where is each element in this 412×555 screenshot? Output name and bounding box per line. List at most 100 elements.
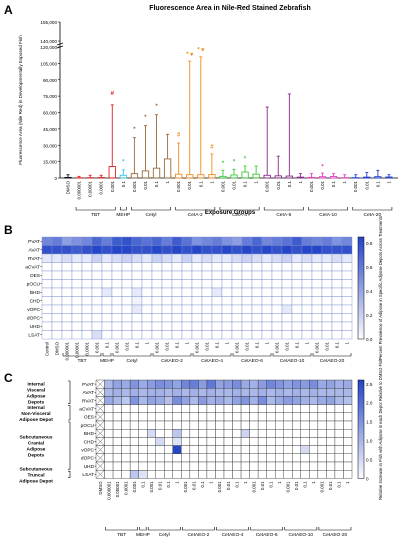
heatmap-cell bbox=[342, 280, 352, 289]
heatmap-cell bbox=[318, 429, 327, 437]
heatmap-cell bbox=[232, 280, 242, 289]
bar bbox=[386, 177, 392, 178]
row-label: BHD bbox=[84, 431, 95, 437]
col-label: 0.1 bbox=[337, 481, 342, 488]
colorbar-segment bbox=[358, 293, 364, 296]
heatmap-cell bbox=[232, 254, 242, 263]
heatmap-cell bbox=[162, 297, 172, 306]
heatmap-cell bbox=[242, 331, 252, 340]
group-bracket bbox=[216, 527, 248, 530]
heatmap-cell bbox=[272, 297, 282, 306]
colorbar-segment bbox=[358, 412, 364, 415]
significance-marker: * bbox=[155, 104, 158, 110]
heatmap-cell bbox=[164, 470, 173, 478]
heatmap-cell bbox=[122, 263, 132, 272]
heatmap-cell bbox=[302, 254, 312, 263]
heatmap-cell bbox=[52, 305, 62, 314]
heatmap-cell bbox=[139, 380, 148, 388]
heatmap-cell bbox=[233, 470, 242, 478]
heatmap-cell bbox=[82, 305, 92, 314]
heatmap-cell bbox=[335, 470, 344, 478]
group-label: TBT bbox=[91, 212, 100, 218]
colorbar-segment bbox=[358, 439, 364, 442]
significance-marker: # bbox=[210, 145, 214, 151]
heatmap-cell bbox=[156, 462, 165, 470]
heatmap-cell bbox=[302, 314, 312, 323]
heatmap-cell bbox=[322, 331, 332, 340]
heatmap-cell bbox=[252, 246, 262, 255]
significance-marker: * bbox=[321, 164, 324, 170]
heatmap-cell bbox=[52, 246, 62, 255]
heatmap-cell bbox=[198, 470, 207, 478]
heatmap-cell bbox=[284, 380, 293, 388]
heatmap-cell bbox=[312, 288, 322, 297]
heatmap-cell bbox=[332, 322, 342, 331]
heatmap-cell bbox=[152, 331, 162, 340]
x-tick-label: 0.01 bbox=[276, 180, 281, 189]
heatmap-cell bbox=[292, 297, 302, 306]
heatmap-cell bbox=[147, 437, 156, 445]
heatmap-cell bbox=[147, 446, 156, 454]
heatmap-cell bbox=[292, 470, 301, 478]
row-group-label-line: Truncal bbox=[27, 472, 44, 478]
heatmap-cell bbox=[212, 280, 222, 289]
heatmap-cell bbox=[312, 314, 322, 323]
heatmap-cell bbox=[309, 388, 318, 396]
heatmap-cell bbox=[147, 405, 156, 413]
col-label: 0.1 bbox=[255, 341, 260, 348]
colorbar-segment bbox=[358, 283, 364, 286]
heatmap-cell bbox=[147, 396, 156, 404]
heatmap-cell bbox=[301, 413, 310, 421]
heatmap-cell bbox=[105, 437, 114, 445]
heatmap-cell bbox=[275, 437, 284, 445]
colorbar-segment bbox=[358, 469, 364, 472]
heatmap-cell bbox=[42, 288, 52, 297]
heatmap-cell bbox=[284, 462, 293, 470]
heatmap-cell bbox=[282, 280, 292, 289]
x-tick-label: 0.1 bbox=[331, 180, 336, 187]
heatmap-cell bbox=[172, 271, 182, 280]
heatmap-cell bbox=[262, 246, 272, 255]
row-group-bracket bbox=[68, 471, 70, 477]
heatmap-cell bbox=[258, 396, 267, 404]
col-label: 0.001 bbox=[315, 341, 320, 353]
heatmap-cell bbox=[262, 288, 272, 297]
heatmap-cell bbox=[152, 280, 162, 289]
x-tick-label: 0.01 bbox=[320, 180, 325, 189]
col-label: Control bbox=[45, 342, 50, 356]
heatmap-cell bbox=[309, 405, 318, 413]
colorbar-segment bbox=[358, 454, 364, 457]
heatmap-cell bbox=[182, 254, 192, 263]
group-label: CetAEO-10 bbox=[289, 532, 314, 538]
heatmap-cell bbox=[250, 437, 259, 445]
heatmap-cell bbox=[301, 396, 310, 404]
heatmap-cell bbox=[52, 297, 62, 306]
heatmap-cell bbox=[258, 446, 267, 454]
heatmap-cell bbox=[181, 454, 190, 462]
heatmap-cell bbox=[292, 237, 302, 246]
group-bracket bbox=[131, 207, 170, 210]
heatmap-cell bbox=[122, 413, 131, 421]
heatmap-cell bbox=[326, 454, 335, 462]
bar bbox=[220, 176, 226, 178]
heatmap-cell bbox=[139, 388, 148, 396]
heatmap-cell bbox=[326, 462, 335, 470]
heatmap-cell bbox=[147, 454, 156, 462]
heatmap-cell bbox=[181, 462, 190, 470]
heatmap-cell bbox=[198, 421, 207, 429]
heatmap-cell bbox=[252, 263, 262, 272]
group-label: CetA-6 bbox=[276, 212, 291, 218]
heatmap-cell bbox=[222, 280, 232, 289]
heatmap-cell bbox=[62, 237, 72, 246]
col-label: 0.01 bbox=[205, 341, 210, 350]
heatmap-cell bbox=[252, 254, 262, 263]
bar bbox=[209, 175, 215, 178]
heatmap-cell bbox=[132, 288, 142, 297]
heatmap-cell bbox=[202, 246, 212, 255]
heatmap-cell bbox=[198, 429, 207, 437]
heatmap-cell bbox=[52, 280, 62, 289]
heatmap-cell bbox=[112, 280, 122, 289]
heatmap-cell bbox=[262, 331, 272, 340]
